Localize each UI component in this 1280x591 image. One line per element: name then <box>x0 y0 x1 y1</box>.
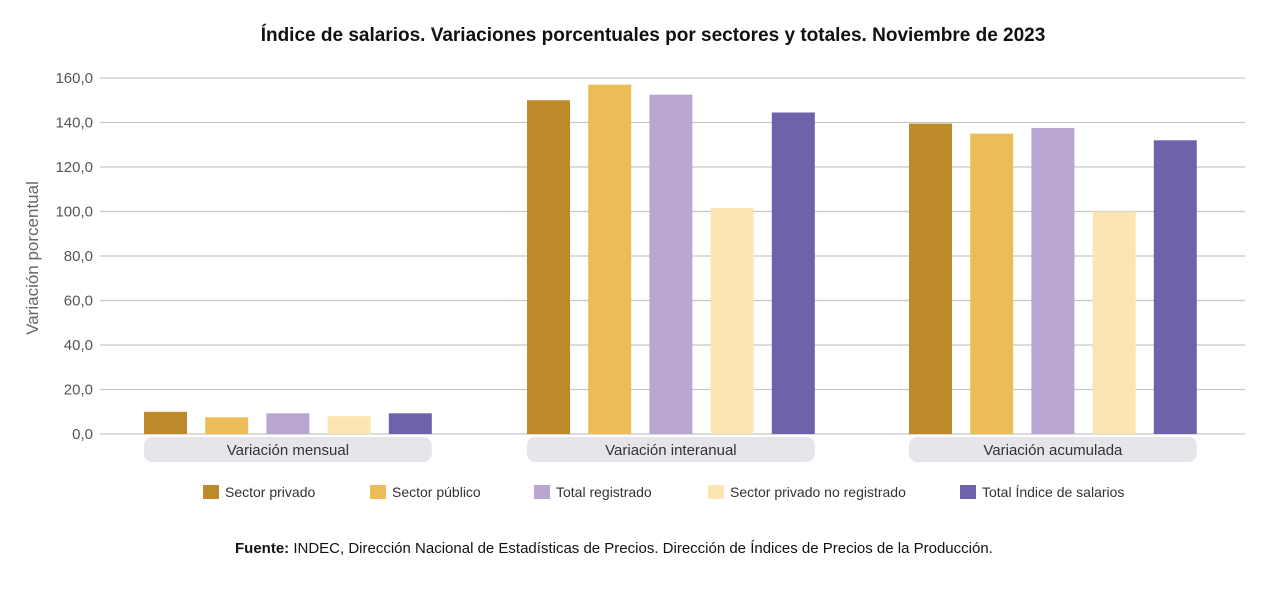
legend-label: Sector privado no registrado <box>730 484 906 500</box>
chart-title: Índice de salarios. Variaciones porcentu… <box>261 24 1046 46</box>
y-tick-label: 0,0 <box>72 426 93 443</box>
bar <box>771 112 815 435</box>
y-tick-label: 140,0 <box>55 115 93 132</box>
y-tick-label: 120,0 <box>55 159 93 176</box>
bar <box>710 208 754 434</box>
bar <box>388 413 432 434</box>
bar <box>588 84 632 435</box>
bar <box>144 411 187 434</box>
bar <box>1153 140 1197 435</box>
bar <box>527 100 570 434</box>
source-text: INDEC, Dirección Nacional de Estadística… <box>289 540 993 557</box>
bar <box>1092 211 1136 434</box>
y-tick-label: 160,0 <box>55 70 93 87</box>
y-tick-labels: 0,0 20,0 40,0 60,0 80,0 100,0 120,0 140,0 160,0 <box>55 70 93 443</box>
legend-label: Total registrado <box>556 484 652 500</box>
legend-swatch <box>960 485 976 499</box>
legend-swatch <box>708 485 724 499</box>
y-tick-label: 60,0 <box>64 293 93 310</box>
legend-swatch <box>203 485 219 499</box>
legend: Sector privado Sector público Total regist… <box>203 484 1124 500</box>
legend-swatch <box>370 485 386 499</box>
bar <box>1031 128 1075 434</box>
bar <box>205 417 249 434</box>
y-tick-label: 80,0 <box>64 248 93 265</box>
category-label: Variación interanual <box>605 442 736 459</box>
category-label: Variación mensual <box>227 442 349 459</box>
legend-swatch <box>534 485 550 499</box>
bar <box>909 123 952 435</box>
bar <box>266 413 310 434</box>
category-labels: Variación mensual Variación interanual Var… <box>144 437 1197 462</box>
category-label-band <box>909 437 1197 462</box>
bar <box>649 94 693 434</box>
category-label-band <box>527 437 815 462</box>
bar <box>970 133 1014 434</box>
bars <box>144 84 1197 435</box>
category-label-band <box>144 437 432 462</box>
source-label: Fuente: <box>235 540 289 557</box>
source-note: Fuente: INDEC, Dirección Nacional de Est… <box>235 540 993 557</box>
legend-label: Sector privado <box>225 484 315 500</box>
y-axis-label: Variación porcentual <box>23 181 42 335</box>
y-tick-label: 40,0 <box>64 337 93 354</box>
bar <box>327 416 371 434</box>
y-tick-label: 100,0 <box>55 204 93 221</box>
legend-label: Sector público <box>392 484 481 500</box>
category-label: Variación acumulada <box>983 442 1123 459</box>
legend-label: Total Índice de salarios <box>982 484 1124 500</box>
y-tick-label: 20,0 <box>64 382 93 399</box>
